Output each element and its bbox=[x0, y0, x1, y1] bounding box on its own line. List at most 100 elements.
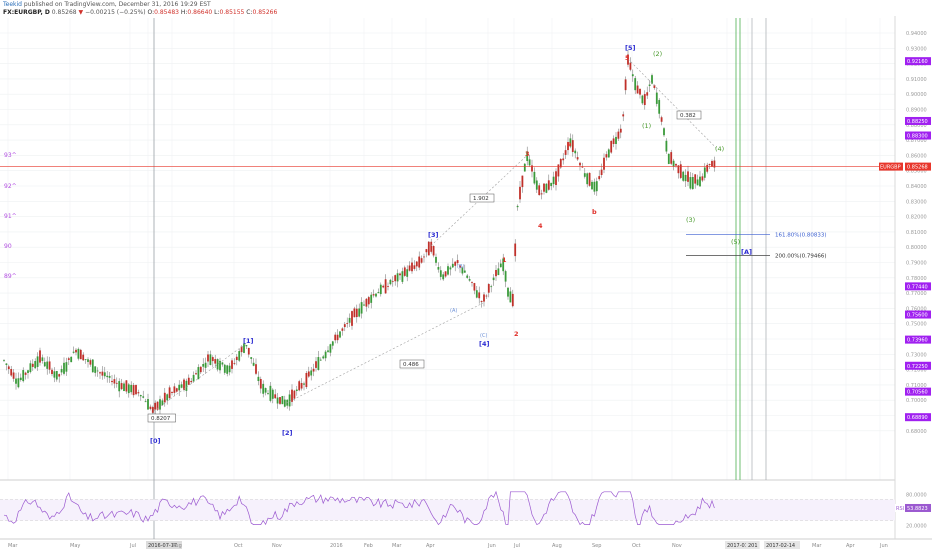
candle-body bbox=[351, 311, 353, 326]
candle-body bbox=[94, 366, 97, 373]
candle-body bbox=[413, 265, 416, 269]
candle-body bbox=[89, 360, 92, 365]
x-axis-label: 2017-01- bbox=[727, 543, 750, 549]
price-change: −0.00215 (−0.25%) bbox=[85, 9, 146, 16]
candle-body bbox=[579, 162, 581, 166]
candle-body bbox=[384, 279, 387, 294]
candle-body bbox=[507, 287, 509, 297]
candle-body bbox=[137, 392, 140, 394]
candle-body bbox=[581, 166, 584, 168]
candle-body bbox=[262, 383, 265, 394]
price-axis-label: 0.73000 bbox=[906, 352, 927, 358]
candle-body bbox=[65, 362, 68, 372]
candle-body bbox=[399, 273, 401, 276]
candle-body bbox=[111, 380, 113, 383]
candle-body bbox=[430, 241, 433, 252]
chart-header: Teekid published on TradingView.com, Dec… bbox=[3, 1, 277, 17]
wave-label: a bbox=[567, 140, 571, 148]
candle-body bbox=[39, 350, 41, 363]
candle-body bbox=[502, 258, 505, 272]
candle-body bbox=[190, 380, 193, 383]
candle-body bbox=[523, 163, 526, 172]
candle-body bbox=[713, 160, 716, 168]
candle-body bbox=[355, 308, 358, 318]
candle-body bbox=[672, 160, 675, 167]
candle-body bbox=[567, 142, 569, 151]
candle-body bbox=[607, 149, 610, 158]
wave-label: (A) bbox=[450, 308, 457, 314]
candle-body bbox=[449, 267, 452, 270]
wave-label: (C) bbox=[480, 333, 487, 339]
candle-body bbox=[480, 301, 483, 302]
candle-body bbox=[516, 205, 519, 208]
candle-body bbox=[3, 359, 5, 361]
x-axis-label: Oct bbox=[632, 543, 641, 549]
candle-body bbox=[55, 370, 58, 380]
candle-body bbox=[99, 372, 101, 374]
candle-body bbox=[118, 381, 121, 392]
price-axis-label: 0.68000 bbox=[906, 429, 927, 435]
symbol-label[interactable]: FX:EURGBP, D bbox=[3, 9, 50, 16]
rsi-value-text: 53.8823 bbox=[907, 506, 928, 512]
rsi-axis-label: 80.0000 bbox=[906, 492, 927, 498]
candle-body bbox=[216, 359, 219, 370]
projection-line bbox=[285, 302, 484, 404]
candle-body bbox=[559, 158, 562, 168]
candle-body bbox=[19, 377, 22, 380]
candle-body bbox=[583, 173, 586, 177]
candle-body bbox=[456, 260, 459, 264]
candle-body bbox=[120, 383, 123, 390]
candle-body bbox=[226, 365, 229, 374]
candle-body bbox=[463, 270, 466, 273]
candle-body bbox=[600, 169, 603, 175]
candle-body bbox=[629, 62, 632, 70]
candle-body bbox=[317, 357, 320, 370]
candle-body bbox=[101, 371, 104, 376]
candle-body bbox=[639, 88, 641, 95]
candle-body bbox=[466, 275, 469, 278]
candle-body bbox=[557, 164, 560, 177]
x-axis-label: 2017-02-14 bbox=[766, 543, 795, 549]
candle-body bbox=[641, 95, 644, 104]
author-name[interactable]: Teekid bbox=[3, 1, 22, 8]
candle-body bbox=[636, 85, 639, 94]
symbol-badge-text: EURGBP bbox=[880, 165, 901, 171]
candle-body bbox=[691, 177, 694, 190]
candle-body bbox=[461, 267, 464, 274]
projection-line bbox=[627, 58, 717, 148]
wave-label: (4) bbox=[715, 145, 724, 153]
candle-body bbox=[312, 368, 315, 372]
candle-body bbox=[147, 399, 149, 410]
candle-body bbox=[235, 356, 238, 361]
candle-body bbox=[183, 379, 185, 391]
price-badge bbox=[905, 387, 931, 396]
price-axis-label: 0.88000 bbox=[906, 123, 927, 129]
price-badge bbox=[905, 310, 931, 319]
candle-body bbox=[70, 356, 73, 363]
candle-body bbox=[336, 334, 339, 341]
candle-body bbox=[7, 366, 10, 370]
candle-body bbox=[243, 343, 245, 353]
candle-body bbox=[447, 266, 449, 275]
candle-body bbox=[240, 346, 243, 353]
candle-body bbox=[82, 354, 85, 361]
change-arrow: ▼ bbox=[78, 9, 84, 16]
date-badge bbox=[746, 541, 760, 549]
candle-body bbox=[295, 389, 298, 392]
candle-body bbox=[132, 385, 135, 396]
candle-body bbox=[504, 271, 507, 282]
x-axis-label: 2016 bbox=[330, 543, 343, 549]
candle-body bbox=[658, 100, 661, 114]
candle-body bbox=[444, 271, 447, 277]
candle-body bbox=[552, 176, 555, 185]
rsi-band bbox=[0, 499, 895, 521]
candle-body bbox=[403, 267, 406, 276]
candle-body bbox=[677, 165, 680, 174]
candle-body bbox=[163, 392, 166, 403]
price-badge bbox=[905, 335, 931, 344]
candle-body bbox=[87, 359, 89, 362]
candle-body bbox=[415, 261, 418, 267]
wave-label: [A] bbox=[741, 248, 752, 256]
price-axis-label: 0.79000 bbox=[906, 261, 927, 267]
